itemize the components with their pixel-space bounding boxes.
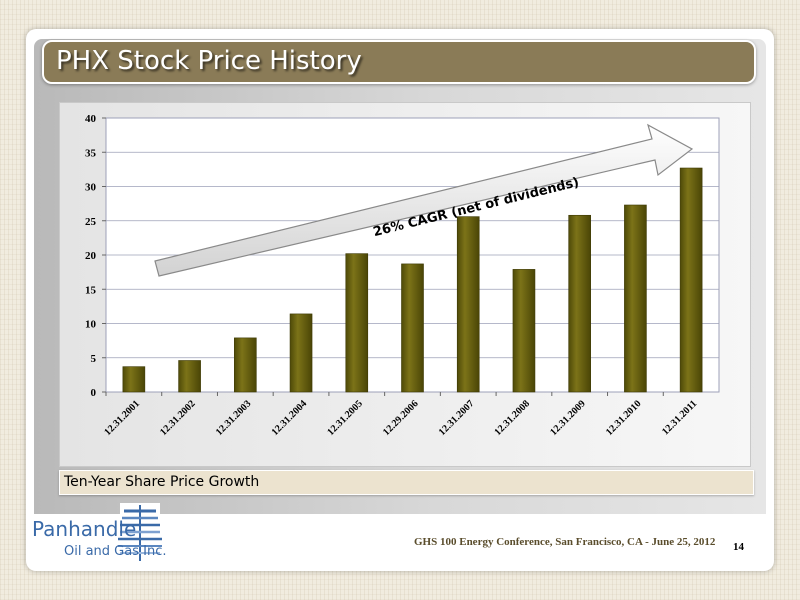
- x-tick-label: 12.31.2010: [604, 398, 644, 438]
- bar: [345, 253, 369, 393]
- x-tick-label: 12.31.2009: [548, 398, 588, 438]
- y-tick-label: 10: [85, 319, 97, 331]
- page-number: 14: [733, 541, 744, 553]
- slide: PHX Stock Price History 0 5 10 15 20 25 30 35 40…: [26, 29, 774, 571]
- slide-title: PHX Stock Price History: [56, 46, 362, 76]
- x-tick-label: 12.29.2006: [381, 398, 421, 438]
- x-tick-label: 12.31.2003: [214, 398, 254, 438]
- bar: [456, 216, 480, 393]
- x-tick-label: 12.31.2011: [660, 398, 699, 437]
- bar: [512, 269, 536, 393]
- company-logo: Panhandle Oil and Gas Inc.: [32, 503, 182, 563]
- caption-text: Ten-Year Share Price Growth: [64, 474, 260, 490]
- x-tick-label: 12.31.2001: [102, 398, 142, 438]
- y-tick-label: 5: [91, 353, 97, 365]
- bar: [122, 366, 146, 393]
- caption-bar: Ten-Year Share Price Growth: [59, 470, 754, 495]
- bar: [178, 360, 201, 393]
- y-axis-ticks: 0 5 10 15 20 25 30 35 40: [85, 113, 106, 399]
- x-tick-label: 12.31.2004: [270, 398, 310, 438]
- logo-line-1: Panhandle: [32, 517, 136, 541]
- y-tick-label: 30: [85, 182, 97, 194]
- y-tick-label: 40: [85, 113, 97, 125]
- bar: [234, 337, 257, 393]
- y-tick-label: 20: [85, 250, 97, 262]
- y-tick-label: 0: [91, 387, 97, 399]
- title-bar: PHX Stock Price History: [42, 40, 756, 84]
- bar: [401, 263, 424, 393]
- bar: [568, 214, 591, 393]
- bar: [289, 313, 313, 393]
- bars: [122, 167, 703, 393]
- x-tick-label: 12.31.2007: [437, 398, 477, 438]
- bar: [679, 167, 703, 393]
- y-tick-label: 25: [85, 216, 97, 228]
- y-tick-label: 15: [85, 284, 97, 296]
- y-tick-label: 35: [85, 147, 97, 159]
- chart-area: 0 5 10 15 20 25 30 35 40 12.31.2001 12.31.2002 12.…: [59, 102, 751, 467]
- logo-emblem-icon: [118, 503, 162, 563]
- logo-line-2: Oil and Gas Inc.: [64, 544, 166, 559]
- x-tick-label: 12.31.2002: [158, 398, 198, 438]
- bar: [624, 204, 647, 393]
- x-tick-label: 12.31.2008: [492, 398, 532, 438]
- footer-conference: GHS 100 Energy Conference, San Francisco…: [414, 536, 716, 548]
- x-axis-labels: 12.31.2001 12.31.2002 12.31.2003 12.31.2004…: [102, 392, 699, 438]
- x-tick-label: 12.31.2005: [325, 398, 365, 438]
- cagr-arrow-shape: [154, 123, 694, 277]
